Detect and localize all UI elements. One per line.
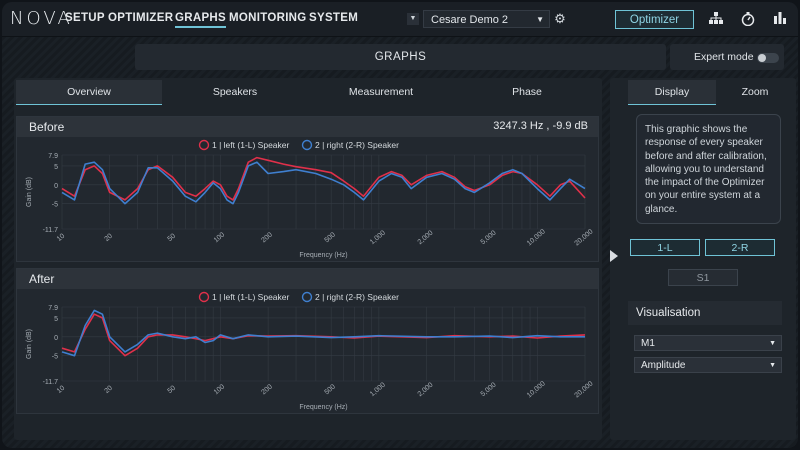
x-tick-label: 1,000 bbox=[369, 229, 387, 246]
preset-value: Cesare Demo 2 bbox=[431, 14, 509, 26]
legend-marker bbox=[301, 139, 313, 151]
channel-s1-button[interactable]: S1 bbox=[668, 269, 738, 286]
x-tick-label: 5,000 bbox=[480, 381, 498, 398]
page-title: GRAPHS bbox=[135, 44, 666, 70]
x-tick-label: 50 bbox=[167, 233, 178, 243]
graph-tabs: Overview Speakers Measurement Phase bbox=[16, 80, 600, 105]
x-axis-label: Frequency (Hz) bbox=[299, 252, 347, 259]
x-tick-label: 500 bbox=[323, 383, 337, 396]
chevron-down-icon: ▼ bbox=[769, 362, 776, 369]
y-tick-label: 0 bbox=[54, 183, 58, 190]
before-panel: Before 3247.3 Hz , -9.9 dB 7.9 5 0 -5 -11.7 1… bbox=[16, 116, 599, 262]
x-tick-label: 10,000 bbox=[526, 228, 547, 247]
x-tick-label: 100 bbox=[213, 231, 227, 244]
y-tick-label: -11.7 bbox=[43, 379, 59, 386]
after-panel: After 7.9 5 0 -5 -11.7 10 20 50 100 200 500 1,000 2,… bbox=[16, 268, 599, 414]
menu-dropdown-icon[interactable]: ▼ bbox=[407, 13, 419, 25]
visualisation-heading: Visualisation bbox=[628, 301, 782, 325]
x-tick-label: 200 bbox=[260, 231, 274, 244]
side-panel: Display Zoom This graphic shows the resp… bbox=[610, 78, 796, 440]
x-tick-label: 500 bbox=[323, 231, 337, 244]
network-icon[interactable] bbox=[708, 12, 724, 28]
nav-setup[interactable]: SETUP bbox=[65, 12, 105, 24]
nav-optimizer[interactable]: OPTIMIZER bbox=[108, 12, 174, 24]
tab-speakers[interactable]: Speakers bbox=[212, 86, 258, 98]
legend-marker bbox=[301, 291, 313, 303]
x-tick-label: 20 bbox=[103, 385, 114, 395]
x-tick-label: 1,000 bbox=[369, 381, 387, 398]
before-chart[interactable]: 7.950-5-11.710 20 50 100 200 500 1,000 2,000 5,0… bbox=[17, 137, 598, 261]
channel-2r-button[interactable]: 2-R bbox=[705, 239, 775, 256]
legend-marker bbox=[198, 139, 210, 151]
x-tick-label: 10 bbox=[56, 385, 67, 395]
channel-1l-button[interactable]: 1-L bbox=[630, 239, 700, 256]
x-tick-label: 20,000 bbox=[574, 228, 595, 247]
y-tick-label: 7.9 bbox=[48, 305, 58, 312]
x-axis-label: Frequency (Hz) bbox=[299, 404, 347, 411]
optimizer-button[interactable]: Optimizer bbox=[615, 10, 694, 29]
after-title: After bbox=[29, 272, 55, 286]
expert-mode-label: Expert mode bbox=[694, 51, 754, 63]
y-tick-label: -11.7 bbox=[43, 227, 59, 234]
y-axis-label: Gain (dB) bbox=[26, 177, 33, 207]
top-bar: NOVA SETUP OPTIMIZER GRAPHS MONITORING S… bbox=[2, 2, 798, 37]
nav-graphs[interactable]: GRAPHS bbox=[175, 12, 227, 28]
x-tick-label: 20,000 bbox=[574, 380, 595, 399]
tab-measurement[interactable]: Measurement bbox=[348, 86, 414, 98]
chevron-down-icon: ▼ bbox=[769, 340, 776, 347]
preset-select[interactable]: Cesare Demo 2 ▼ bbox=[423, 10, 550, 28]
series-line-1 bbox=[61, 156, 586, 201]
graphs-panel: Overview Speakers Measurement Phase Befo… bbox=[14, 78, 602, 440]
tab-display[interactable]: Display bbox=[628, 80, 716, 105]
before-header: Before 3247.3 Hz , -9.9 dB bbox=[17, 117, 598, 137]
legend-label: 2 | right (2-R) Speaker bbox=[315, 292, 399, 302]
x-tick-label: 200 bbox=[260, 383, 274, 396]
y-tick-label: -5 bbox=[52, 202, 58, 209]
bars-icon[interactable] bbox=[772, 12, 788, 28]
series-line-2 bbox=[61, 309, 585, 357]
after-chart[interactable]: 7.950-5-11.710 20 50 100 200 500 1,000 2,000 5,0… bbox=[17, 289, 598, 413]
tab-phase[interactable]: Phase bbox=[512, 86, 542, 98]
expert-mode: Expert mode bbox=[670, 44, 784, 70]
stopwatch-icon[interactable] bbox=[740, 12, 756, 28]
cursor-readout: 3247.3 Hz , -9.9 dB bbox=[493, 120, 588, 132]
nav-system[interactable]: SYSTEM bbox=[309, 12, 359, 24]
measurement-select[interactable]: M1 ▼ bbox=[634, 335, 782, 351]
x-tick-label: 100 bbox=[213, 383, 227, 396]
nova-logo: NOVA bbox=[10, 8, 73, 29]
mode-select-value: Amplitude bbox=[641, 360, 686, 371]
x-tick-label: 50 bbox=[167, 385, 178, 395]
x-tick-label: 5,000 bbox=[480, 229, 498, 246]
y-tick-label: 5 bbox=[54, 164, 58, 171]
x-tick-label: 2,000 bbox=[417, 381, 435, 398]
x-tick-label: 10 bbox=[56, 233, 67, 243]
info-box: This graphic shows the response of every… bbox=[636, 114, 781, 224]
legend-label: 2 | right (2-R) Speaker bbox=[315, 140, 399, 150]
gear-icon[interactable]: ⚙ bbox=[554, 11, 566, 26]
y-tick-label: 7.9 bbox=[48, 153, 58, 160]
y-tick-label: 0 bbox=[54, 335, 58, 342]
tab-zoom[interactable]: Zoom bbox=[741, 86, 769, 98]
mode-select[interactable]: Amplitude ▼ bbox=[634, 357, 782, 373]
before-title: Before bbox=[29, 120, 65, 134]
measurement-select-value: M1 bbox=[641, 338, 655, 349]
tab-overview[interactable]: Overview bbox=[16, 80, 162, 105]
y-axis-label: Gain (dB) bbox=[26, 329, 33, 359]
series-line-1 bbox=[61, 313, 586, 357]
legend-label: 1 | left (1-L) Speaker bbox=[212, 292, 289, 302]
expert-mode-toggle[interactable] bbox=[757, 53, 779, 63]
x-tick-label: 2,000 bbox=[417, 229, 435, 246]
nav-monitoring[interactable]: MONITORING bbox=[229, 12, 307, 24]
y-tick-label: -5 bbox=[52, 354, 58, 361]
x-tick-label: 10,000 bbox=[526, 380, 547, 399]
after-header: After bbox=[17, 269, 598, 289]
series-line-2 bbox=[61, 161, 586, 205]
chevron-down-icon: ▼ bbox=[536, 15, 544, 24]
legend-label: 1 | left (1-L) Speaker bbox=[212, 140, 289, 150]
x-tick-label: 20 bbox=[103, 233, 114, 243]
play-icon[interactable] bbox=[610, 250, 618, 262]
y-tick-label: 5 bbox=[54, 316, 58, 323]
legend-marker bbox=[198, 291, 210, 303]
